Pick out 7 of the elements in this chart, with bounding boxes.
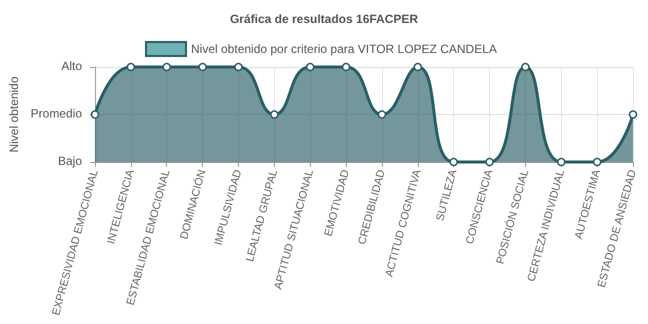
legend-label: Nivel obtenido por criterio para VITOR LOPEZ CANDELA	[191, 42, 497, 56]
x-tick-label: LEALTAD GRUPAL	[244, 168, 280, 264]
chart-title: Gráfica de resultados 16FACPER	[230, 12, 418, 26]
text: Bajo	[58, 154, 82, 168]
text: Alto	[61, 59, 82, 73]
y-axis-title: Nivel obtenido	[7, 76, 21, 153]
text: Promedio	[30, 106, 82, 120]
